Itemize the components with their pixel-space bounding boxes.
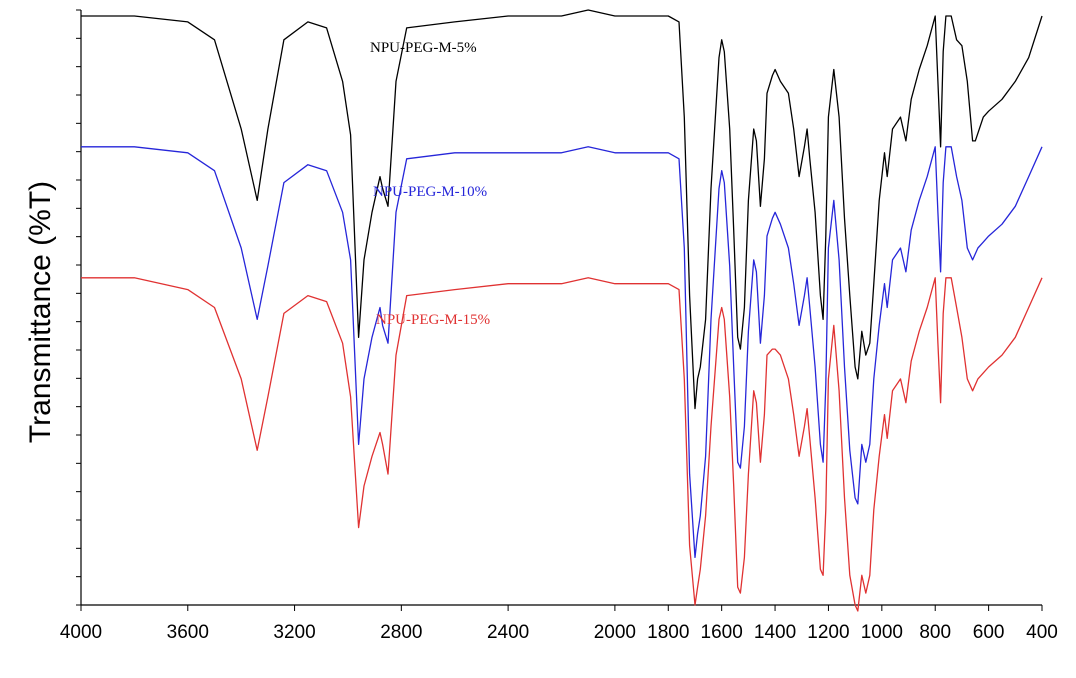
series-group [81, 9, 1043, 612]
x-tick-label: 1800 [647, 622, 689, 643]
x-tick-label: 1400 [754, 622, 796, 643]
y-axis-ticks [76, 9, 81, 606]
series-label-1: NPU-PEG-M-5% [370, 40, 477, 56]
x-tick-label: 2400 [487, 622, 529, 643]
x-axis-ticks: 4000 3600 3200 2800 2400 2000 1800 1600 1400 1200… [60, 605, 1058, 643]
series-label-3: NPU-PEG-M-15% [376, 312, 490, 328]
x-tick-label: 1200 [807, 622, 849, 643]
plot-area: 4000 3600 3200 2800 2400 2000 1800 1600 1400 1200… [60, 9, 1058, 643]
series-line-3 [81, 277, 1043, 612]
x-tick-label: 1600 [701, 622, 743, 643]
x-tick-label: 2000 [594, 622, 636, 643]
series-line-2 [81, 146, 1043, 559]
x-tick-label: 400 [1026, 622, 1058, 643]
y-axis-label: Transmittance (%T) [24, 181, 57, 443]
x-tick-label: 600 [973, 622, 1005, 643]
x-tick-label: 2800 [380, 622, 422, 643]
x-tick-label: 800 [919, 622, 951, 643]
series-line-1 [81, 9, 1043, 410]
x-tick-label: 3200 [273, 622, 315, 643]
series-label-2: NPU-PEG-M-10% [373, 184, 487, 200]
x-tick-label: 4000 [60, 622, 102, 643]
series-labels: NPU-PEG-M-5% NPU-PEG-M-10% NPU-PEG-M-15% [370, 40, 490, 328]
x-tick-label: 1000 [861, 622, 903, 643]
x-tick-label: 3600 [167, 622, 209, 643]
